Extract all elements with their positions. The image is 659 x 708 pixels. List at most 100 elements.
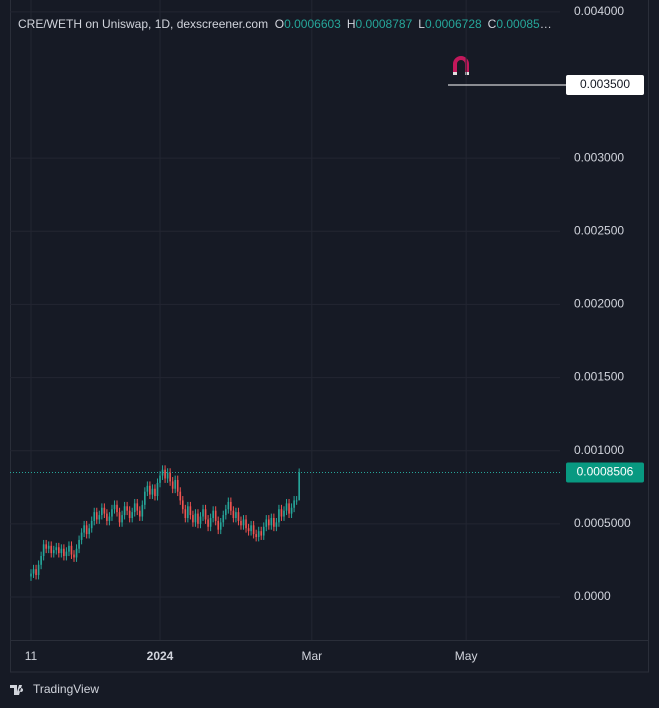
legend-header: CRE/WETH on Uniswap, 1D, dexscreener.com…: [18, 17, 554, 31]
y-tick-label: 0.001000: [574, 443, 624, 457]
candle-body: [224, 509, 227, 516]
candle-body: [136, 503, 139, 511]
candle-body: [111, 509, 113, 517]
candle-body: [118, 512, 121, 523]
ohlc-key: O: [274, 17, 285, 31]
candle-body: [222, 515, 225, 523]
candle-body: [219, 522, 222, 530]
last-price-label-bg: [566, 462, 644, 483]
candle-body: [197, 513, 199, 524]
ohlc-key: H: [346, 17, 356, 31]
candle-body: [232, 510, 235, 518]
candle-body: [194, 513, 197, 523]
candle-body: [214, 510, 217, 521]
candle-body: [217, 520, 220, 530]
candle-body: [37, 564, 40, 576]
candle-body: [47, 545, 50, 549]
candle-body: [101, 507, 103, 516]
candle-body: [141, 504, 144, 517]
y-tick-label: 0.003000: [574, 150, 624, 164]
candle-body: [262, 526, 265, 536]
candle-body: [275, 522, 278, 527]
candle-body: [199, 516, 202, 524]
candle-body: [55, 547, 58, 551]
brand[interactable]: TradingView: [33, 682, 99, 696]
price-line-label: 0.003500: [580, 77, 630, 91]
x-tick-label: 11: [25, 649, 38, 663]
candle-body: [260, 531, 263, 536]
ohlc-value: 0.0008787: [355, 17, 413, 31]
x-tick-label: May: [455, 649, 478, 663]
candle-body: [154, 488, 156, 497]
candle-body: [293, 500, 295, 508]
candle-body: [189, 506, 192, 516]
candle-body: [78, 539, 80, 549]
candle-body: [121, 515, 123, 523]
candle-body: [230, 501, 232, 511]
magnet-icon[interactable]: [453, 56, 469, 75]
candle-body: [70, 545, 73, 555]
candle-body: [285, 503, 288, 511]
candle-body: [159, 475, 161, 483]
candle-body: [60, 548, 63, 554]
candle-body: [267, 519, 270, 526]
candle-body: [126, 506, 128, 511]
candle-body: [278, 509, 280, 523]
candle-body: [255, 534, 257, 538]
candle-body: [235, 512, 237, 518]
candle-body: [35, 569, 37, 576]
y-tick-label: 0.0000: [574, 589, 611, 603]
candle-body: [42, 544, 45, 557]
candle-body: [250, 525, 252, 532]
candle-body: [240, 520, 242, 526]
candle-body: [116, 504, 118, 513]
candle-body: [176, 479, 179, 492]
y-tick-label: 0.001500: [574, 370, 624, 384]
y-tick-label: 0.0005000: [574, 516, 631, 530]
candle-body: [280, 509, 283, 517]
candle-body: [202, 509, 204, 517]
ohlc-value: 0.0006603: [284, 17, 341, 31]
ohlc-value: 0.0006728: [424, 17, 482, 31]
candle-body: [156, 482, 159, 497]
candle-body: [252, 525, 255, 535]
candle-body: [144, 491, 146, 505]
candle-body: [212, 510, 214, 518]
candle-body: [184, 509, 187, 518]
candle-body: [123, 506, 126, 516]
candle-body: [88, 528, 91, 535]
candle-body: [149, 485, 151, 495]
candle-body: [73, 554, 75, 558]
candle-body: [242, 519, 245, 526]
y-tick-label: 0.004000: [574, 4, 624, 18]
ohlc-value: 0.0008506: [496, 17, 554, 31]
ohlc-key: L: [418, 17, 425, 31]
candle-body: [68, 545, 70, 552]
candle-body: [181, 500, 184, 510]
candle-body: [245, 519, 247, 529]
candle-body: [83, 525, 85, 533]
candle-body: [40, 556, 42, 565]
x-tick-label: 2024: [147, 649, 174, 663]
candle-body: [179, 491, 182, 501]
candle-body: [209, 517, 212, 527]
candle-body: [52, 550, 55, 554]
x-tick-label: Mar: [301, 649, 322, 663]
candle-body: [288, 503, 290, 514]
candle-body: [58, 547, 60, 554]
candle-body: [146, 485, 149, 492]
y-tick-label: 0.002500: [574, 223, 624, 237]
tradingview-logo[interactable]: [10, 685, 24, 695]
candle-body: [161, 469, 164, 476]
candle-body: [169, 472, 171, 482]
candle-body: [30, 573, 32, 577]
candle-body: [247, 528, 250, 532]
candle-body: [192, 515, 194, 523]
candle-body: [128, 510, 131, 518]
candle-body: [174, 479, 177, 489]
candle-body: [50, 545, 53, 554]
plot-area: [10, 0, 560, 640]
candle-body: [207, 519, 209, 527]
candle-body: [65, 551, 68, 557]
